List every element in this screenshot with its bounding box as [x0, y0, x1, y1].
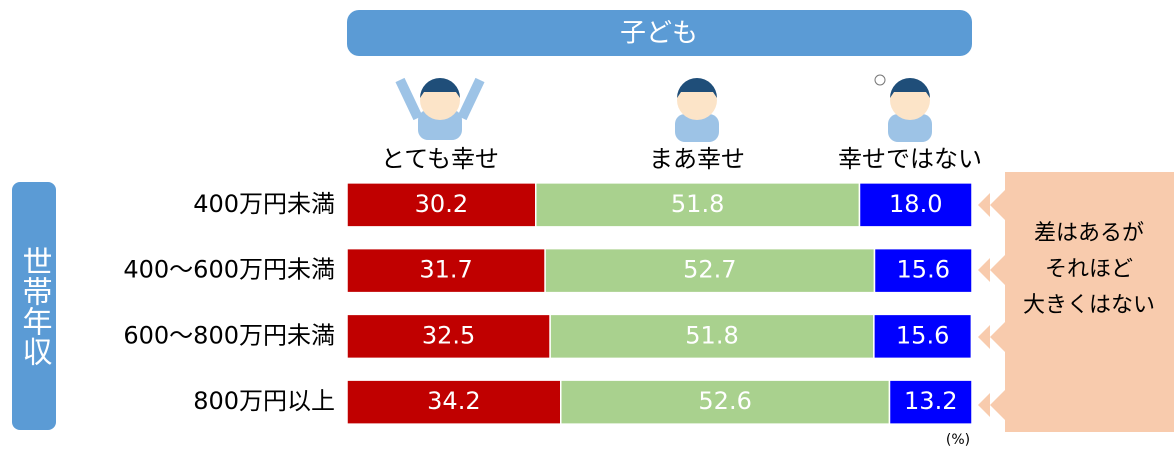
- y-tick-label: 400万円未満: [193, 190, 335, 218]
- annotation: 差はあるが: [1034, 221, 1144, 246]
- value-label: 13.2: [904, 387, 957, 415]
- legend-label: とても幸せ: [381, 145, 499, 173]
- value-label: 18.0: [889, 190, 942, 218]
- value-label: 51.8: [671, 190, 724, 218]
- legend-label: まあ幸せ: [649, 145, 745, 173]
- y-axis-label: 世帯年収: [17, 246, 52, 366]
- value-label: 52.7: [683, 256, 736, 284]
- y-tick-label: 800万円以上: [193, 387, 335, 415]
- value-label: 15.6: [896, 321, 949, 349]
- value-label: 34.2: [427, 387, 480, 415]
- y-tick-label: 600〜800万円未満: [123, 321, 335, 349]
- legend-label: 幸せではない: [838, 145, 982, 173]
- value-label: 52.6: [698, 387, 751, 415]
- annotation: それほど: [1045, 257, 1133, 282]
- unit-label: (%): [946, 432, 970, 448]
- arrows: [978, 193, 990, 417]
- value-label: 51.8: [685, 321, 738, 349]
- y-tick-label: 400〜600万円未満: [123, 256, 335, 284]
- value-label: 30.2: [415, 190, 468, 218]
- value-label: 15.6: [897, 256, 950, 284]
- value-label: 32.5: [422, 321, 475, 349]
- value-label: 31.7: [419, 256, 472, 284]
- icons: [400, 75, 932, 142]
- chart-title: 子ども: [620, 19, 698, 49]
- annotation: 大きくはない: [1023, 293, 1155, 318]
- chart: 子ども 世帯年収 とても幸せ まあ幸せ 幸せではない差はあるがそれほど大きくはない (…: [0, 0, 1174, 450]
